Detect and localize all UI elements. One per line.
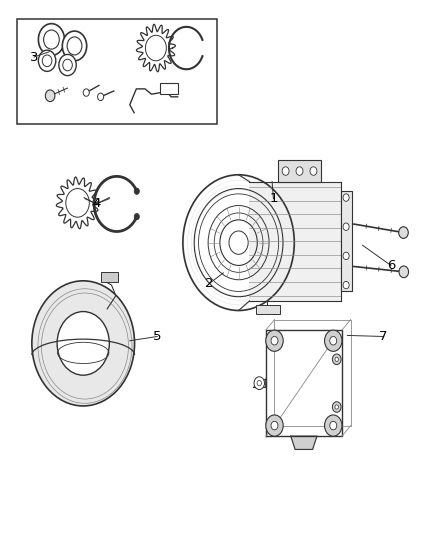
Circle shape — [32, 281, 134, 406]
Circle shape — [399, 266, 409, 278]
Text: 1: 1 — [269, 192, 278, 205]
Circle shape — [343, 281, 349, 289]
Circle shape — [59, 54, 76, 76]
Circle shape — [134, 188, 139, 195]
Circle shape — [134, 214, 139, 220]
Circle shape — [330, 421, 337, 430]
Text: 4: 4 — [92, 197, 100, 211]
Circle shape — [39, 50, 56, 71]
Circle shape — [98, 93, 104, 101]
Circle shape — [271, 336, 278, 345]
Circle shape — [57, 312, 110, 375]
Circle shape — [63, 59, 72, 71]
Circle shape — [332, 354, 341, 365]
Circle shape — [42, 55, 52, 67]
Circle shape — [325, 415, 342, 436]
Circle shape — [335, 357, 339, 361]
Bar — [250, 182, 341, 301]
Circle shape — [343, 194, 349, 201]
Polygon shape — [291, 436, 317, 449]
Circle shape — [46, 90, 55, 102]
Circle shape — [266, 330, 283, 351]
Circle shape — [39, 23, 64, 55]
Circle shape — [330, 336, 337, 345]
Circle shape — [266, 415, 283, 436]
Circle shape — [257, 381, 261, 386]
Circle shape — [343, 223, 349, 230]
Text: 5: 5 — [153, 330, 162, 343]
Circle shape — [254, 377, 265, 390]
Bar — [278, 160, 321, 182]
Circle shape — [44, 30, 59, 49]
Bar — [102, 272, 118, 282]
Bar — [256, 305, 280, 314]
Circle shape — [62, 31, 87, 61]
Circle shape — [229, 231, 248, 254]
Text: 7: 7 — [379, 330, 388, 343]
Circle shape — [335, 405, 339, 409]
Circle shape — [325, 330, 342, 351]
Circle shape — [83, 89, 89, 96]
Circle shape — [296, 167, 303, 175]
Text: 6: 6 — [387, 259, 395, 272]
Text: 2: 2 — [205, 277, 214, 290]
Circle shape — [145, 35, 166, 61]
Circle shape — [67, 37, 82, 55]
Circle shape — [343, 252, 349, 260]
Bar — [341, 191, 352, 292]
Circle shape — [282, 167, 289, 175]
Text: 3: 3 — [30, 51, 38, 63]
Circle shape — [66, 189, 89, 217]
Circle shape — [332, 402, 341, 413]
Bar — [160, 83, 178, 94]
Bar — [17, 19, 217, 124]
Circle shape — [399, 227, 408, 238]
Circle shape — [310, 167, 317, 175]
Circle shape — [271, 421, 278, 430]
Polygon shape — [254, 379, 266, 387]
